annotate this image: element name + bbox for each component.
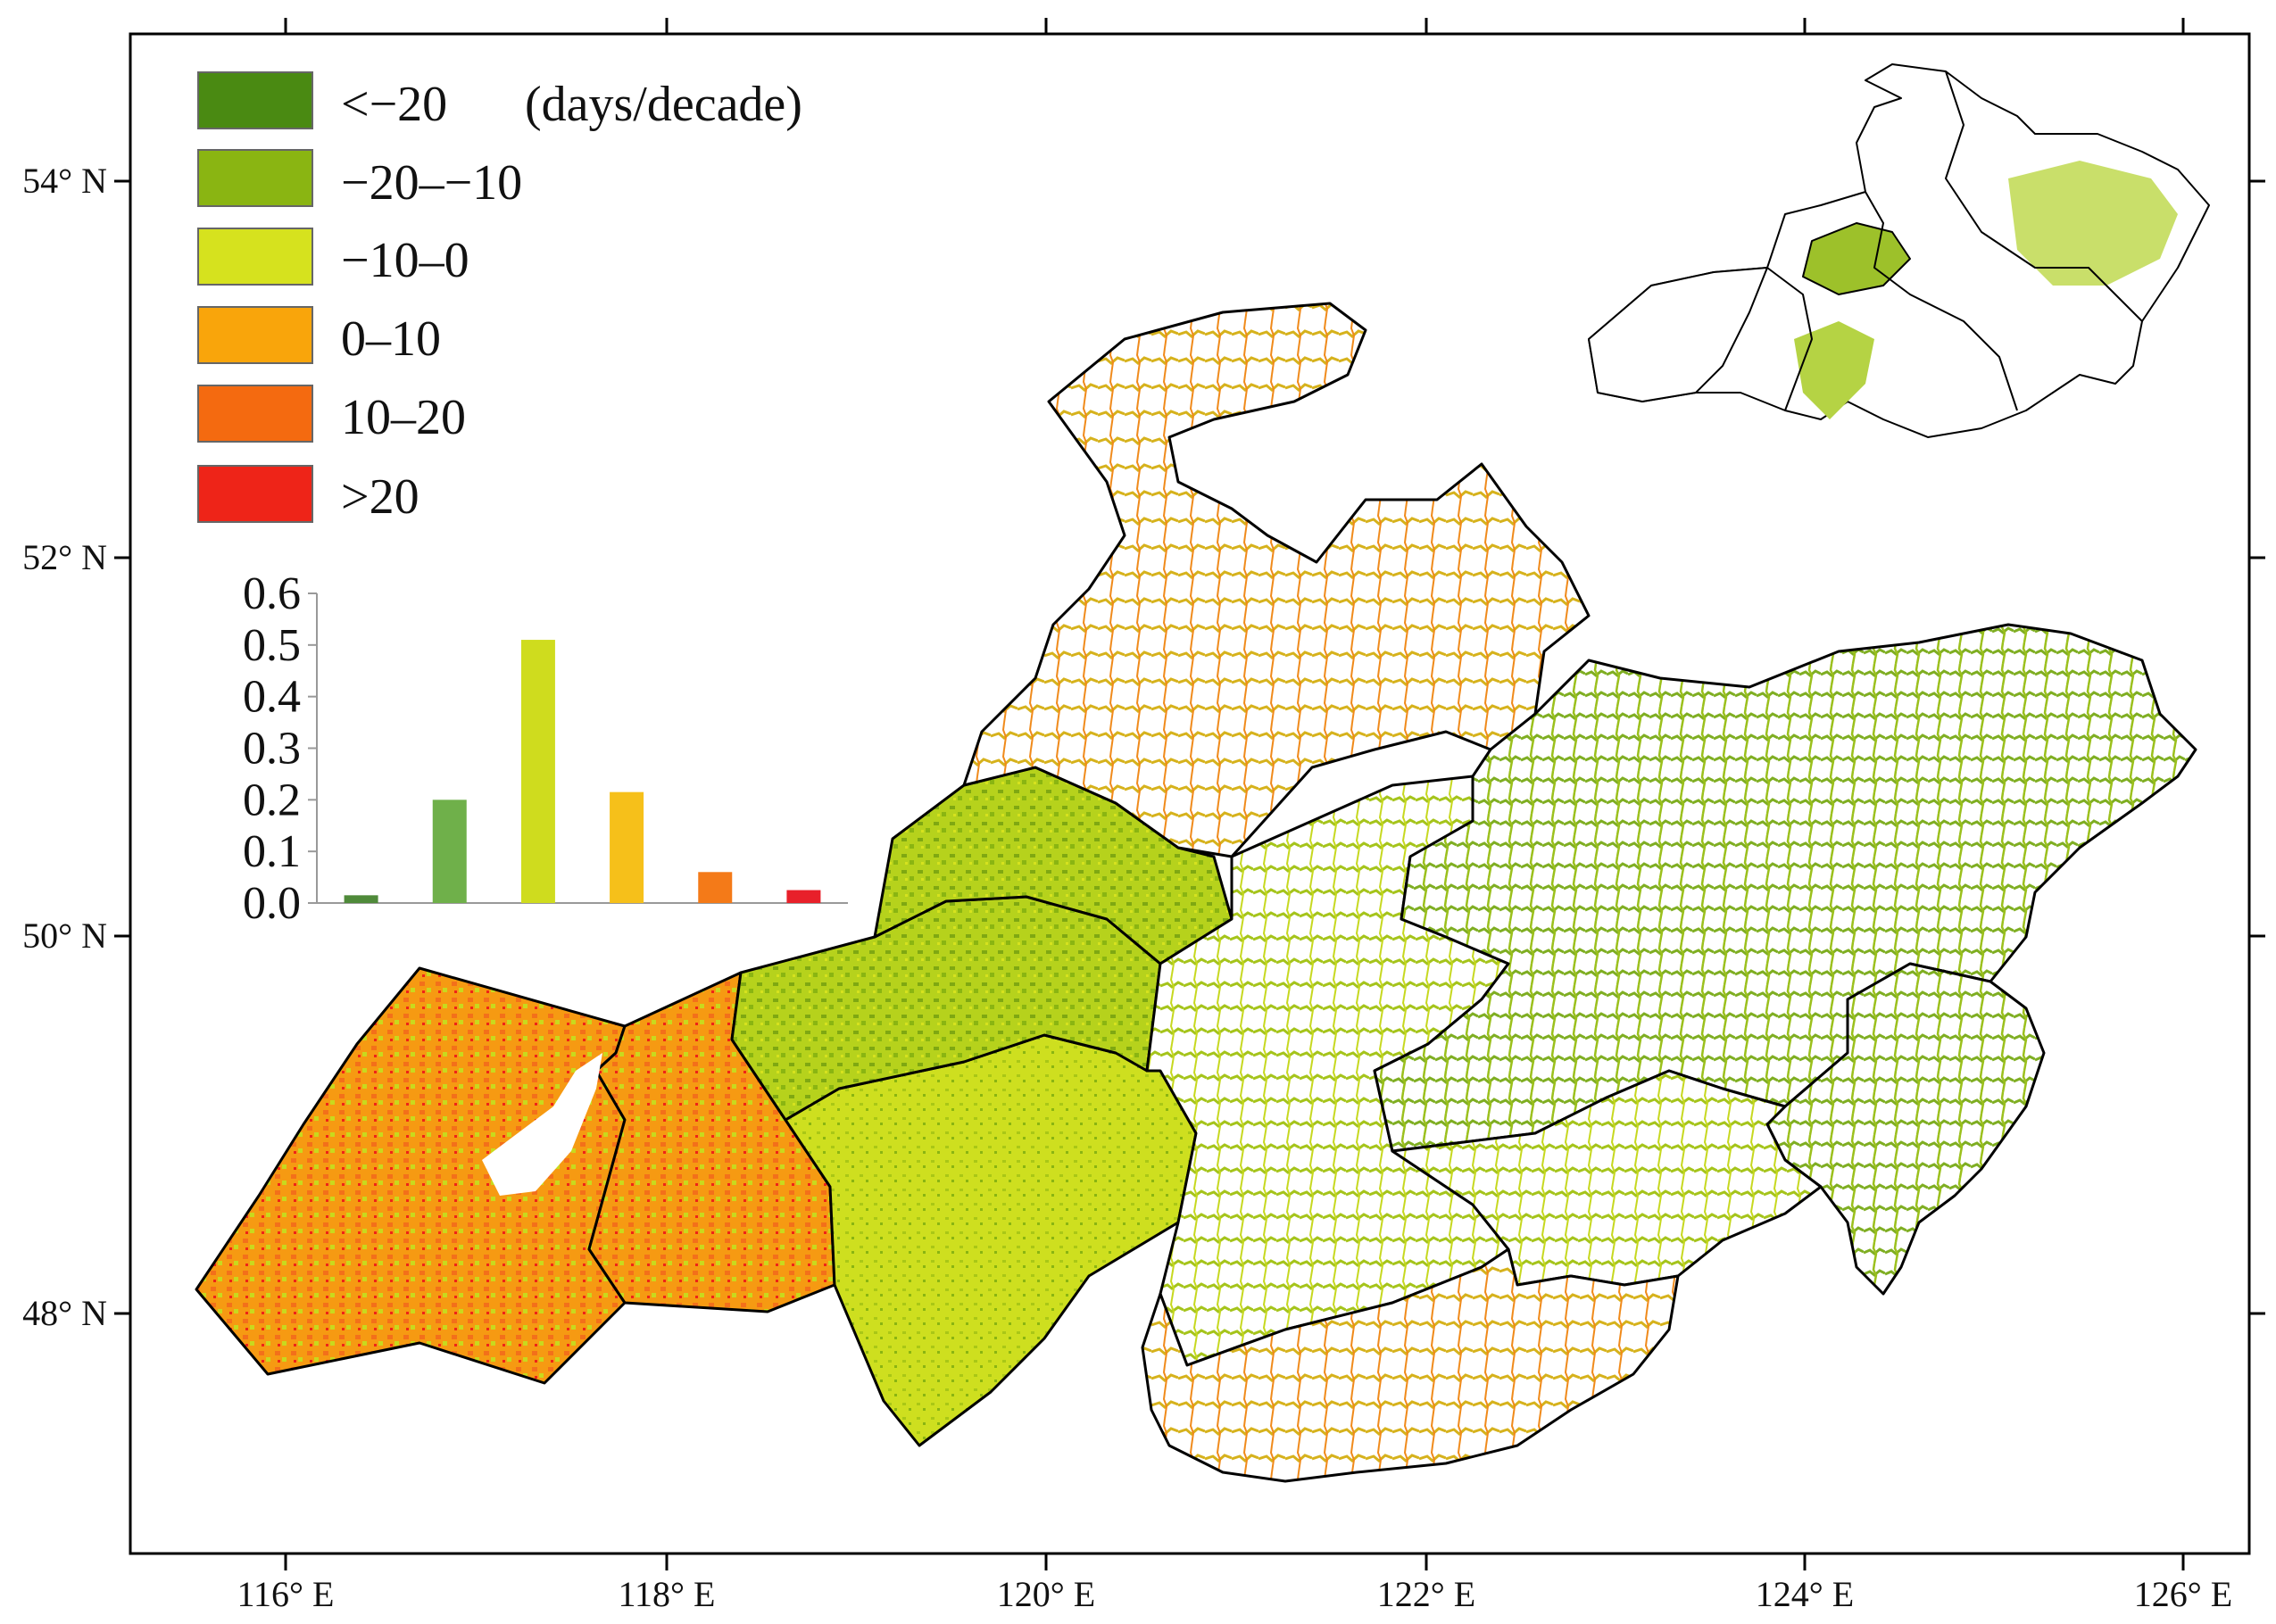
inset-locator-map <box>1588 63 2210 438</box>
longitude-labels: 116° E 118° E 120° E 122° E 124° E 126° … <box>237 1574 2233 1614</box>
histogram-y-tick-label: 0.0 <box>243 878 301 929</box>
lon-label-120: 120° E <box>997 1574 1095 1614</box>
lon-label-124: 124° E <box>1756 1574 1854 1614</box>
legend-label-4: 0–10 <box>341 311 441 367</box>
histogram-y-tick-label: 0.2 <box>243 775 301 825</box>
histogram-y-tick-label: 0.4 <box>243 672 301 723</box>
inset-region-green-2 <box>1794 321 1874 419</box>
legend-label-1: <−20 <box>341 77 447 132</box>
lon-label-122: 122° E <box>1377 1574 1475 1614</box>
histogram-bar-5 <box>698 872 733 903</box>
histogram-bar-2 <box>432 800 467 903</box>
legend-swatch-1 <box>197 71 313 129</box>
histogram-bar-6 <box>786 890 821 903</box>
lon-label-126: 126° E <box>2134 1574 2232 1614</box>
legend-swatch-2 <box>197 149 313 207</box>
region-south <box>1141 1247 1680 1483</box>
latitude-labels: 54° N 52° N 50° N 48° N <box>22 161 107 1333</box>
histogram-y-tick-label: 0.3 <box>243 724 301 775</box>
axis-ticks <box>114 18 2265 1570</box>
histogram-inset: 0.00.10.20.30.40.50.6 <box>243 568 848 929</box>
histogram-y-ticks: 0.00.10.20.30.40.50.6 <box>243 568 317 929</box>
lake-hulun <box>482 1053 602 1196</box>
legend-swatch-4 <box>197 306 313 364</box>
lat-label-54: 54° N <box>22 161 107 201</box>
histogram-y-tick-label: 0.5 <box>243 620 301 671</box>
histogram-bar-3 <box>520 640 555 903</box>
study-region-map <box>195 302 2197 1483</box>
legend-label-6: >20 <box>341 469 419 525</box>
lat-label-52: 52° N <box>22 537 107 577</box>
histogram-bar-4 <box>610 791 644 903</box>
region-northern-upper <box>962 302 1591 858</box>
legend-unit: (days/decade) <box>525 77 802 132</box>
lat-label-48: 48° N <box>22 1293 107 1333</box>
histogram-y-tick-label: 0.6 <box>243 568 301 619</box>
lon-label-116: 116° E <box>237 1574 335 1614</box>
lon-label-118: 118° E <box>619 1574 716 1614</box>
legend: <−20 (days/decade) −20–−10 −10–0 0–10 10… <box>197 71 802 525</box>
histogram-bar-1 <box>344 895 378 903</box>
inset-region-green <box>1802 222 1911 295</box>
lat-label-50: 50° N <box>22 916 107 956</box>
histogram-y-tick-label: 0.1 <box>243 826 301 877</box>
legend-label-2: −20–−10 <box>341 155 522 211</box>
legend-swatch-3 <box>197 228 313 286</box>
inset-region-east <box>2008 161 2178 286</box>
inset-inner-borders <box>1766 70 2143 411</box>
legend-swatch-5 <box>197 385 313 443</box>
legend-label-3: −10–0 <box>341 233 469 288</box>
histogram-bars <box>344 640 821 903</box>
inset-region-west <box>1588 267 1768 402</box>
legend-swatch-6 <box>197 465 313 523</box>
legend-label-5: 10–20 <box>341 390 466 445</box>
